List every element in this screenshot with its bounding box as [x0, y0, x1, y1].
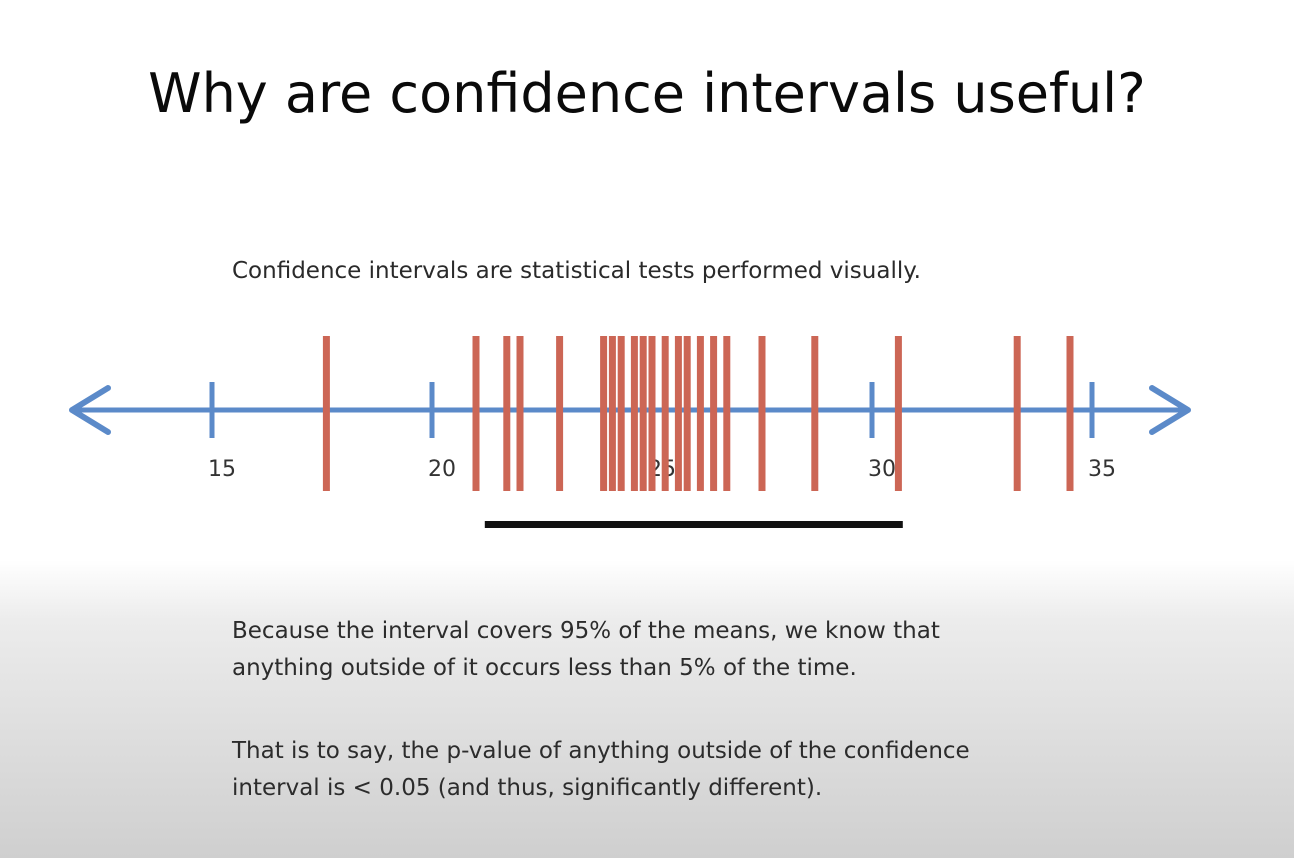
sample-mean-bar	[617, 336, 625, 491]
sample-mean-bar	[503, 336, 511, 491]
sample-mean-bar	[630, 336, 638, 491]
paragraph-1-line-1: Because the interval covers 95% of the m…	[232, 618, 940, 644]
sample-mean-bar	[516, 336, 524, 491]
sample-mean-bar	[894, 336, 902, 491]
confidence-interval	[484, 521, 903, 528]
sample-mean-bar	[322, 336, 330, 491]
explanation-paragraph-2: That is to say, the p-value of anything …	[232, 733, 1132, 807]
sample-mean-bar	[600, 336, 608, 491]
sample-mean-bar	[723, 336, 731, 491]
tick-label: 30	[868, 457, 896, 482]
paragraph-2-line-1: That is to say, the p-value of anything …	[232, 738, 970, 764]
slide-title: Why are confidence intervals useful?	[148, 62, 1146, 125]
sample-mean-bar	[1066, 336, 1074, 491]
explanation-paragraph-1: Because the interval covers 95% of the m…	[232, 613, 1132, 687]
sample-mean-bar	[639, 336, 647, 491]
sample-mean-bar	[648, 336, 656, 491]
tick-label: 15	[208, 457, 236, 482]
sample-means	[322, 336, 1074, 491]
paragraph-1-line-2: anything outside of it occurs less than …	[232, 655, 857, 681]
left-arrow-icon	[69, 385, 111, 435]
tick-label: 35	[1088, 457, 1116, 482]
sample-mean-bar	[661, 336, 669, 491]
sample-mean-bar	[472, 336, 480, 491]
right-arrow-icon	[1149, 385, 1191, 435]
tick-labels: 1520253035	[208, 457, 1116, 482]
paragraph-2-line-2: interval is < 0.05 (and thus, significan…	[232, 775, 823, 801]
sample-mean-bar	[608, 336, 616, 491]
sample-mean-bar	[556, 336, 564, 491]
sample-mean-bar	[811, 336, 819, 491]
subtitle: Confidence intervals are statistical tes…	[232, 258, 921, 284]
sample-mean-bar	[696, 336, 704, 491]
sample-mean-bar	[1013, 336, 1021, 491]
sample-mean-bar	[758, 336, 766, 491]
confidence-interval-bar	[484, 521, 903, 528]
sample-mean-bar	[674, 336, 682, 491]
tick-label: 20	[428, 457, 456, 482]
sample-mean-bar	[710, 336, 718, 491]
number-line-chart: 1520253035	[69, 336, 1191, 528]
sample-mean-bar	[683, 336, 691, 491]
